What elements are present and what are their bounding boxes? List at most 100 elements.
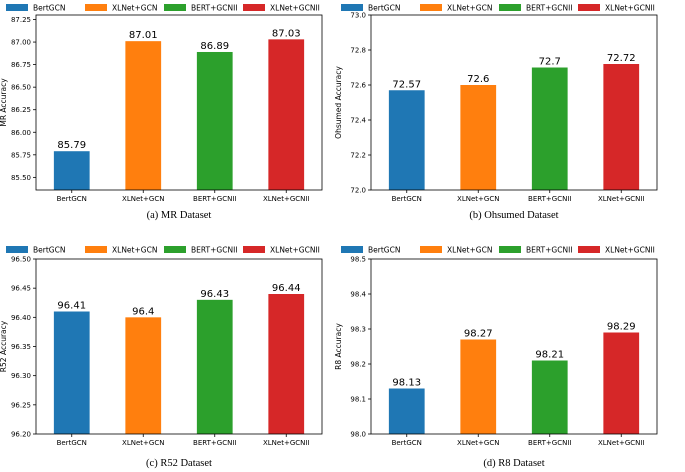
legend-label: BERT+GCNII [191,4,238,13]
data-label: 98.13 [392,378,421,389]
legend-label: XLNet+GCNII [605,4,655,13]
x-tick-label: XLNet+GCNII [598,439,645,447]
legend-label: BertGCN [33,4,65,13]
y-axis-label: MR Accuracy [0,78,8,127]
x-tick-label: XLNet+GCN [457,195,499,203]
bar-bert-gcnii [531,360,568,434]
x-tick-label: BERT+GCNII [193,195,236,203]
legend-label: BertGCN [33,246,65,255]
legend-swatch [85,246,107,253]
legend-label: BERT+GCNII [526,4,573,13]
legend-label: BERT+GCNII [191,246,238,255]
y-tick-label: 72.4 [350,117,366,125]
axes-frame [35,258,323,435]
y-tick-label: 98.4 [350,291,366,299]
x-tick-label: BERT+GCNII [528,439,571,447]
x-tick-label: BERT+GCNII [193,439,236,447]
data-label: 86.89 [200,41,229,52]
legend-label: XLNet+GCNII [270,4,320,13]
y-axis-label: R52 Accuracy [0,320,8,372]
y-tick-label: 98.5 [350,256,366,264]
y-tick-label: 96.20 [11,431,31,439]
data-label: 98.21 [535,350,564,361]
legend-swatch [420,4,442,11]
legend-swatch [499,246,521,253]
x-tick-label: XLNet+GCN [122,195,164,203]
chart-panel-1: 85.50 85.75 86.00 86.25 86.50 86.75 87.00 87.25… [0,4,323,221]
x-tick-label: XLNet+GCNII [598,195,645,203]
y-tick-label: 85.50 [11,174,31,182]
bar-xlnet-gcnii [603,64,640,190]
legend-swatch [6,4,28,11]
x-tick-label: XLNet+GCNII [263,439,310,447]
chart-panel-2: 72.072.272.472.672.873.0BertGCN72.57XLNe… [334,4,658,221]
x-tick-label: BertGCN [392,195,422,203]
data-label: 72.57 [392,79,421,90]
legend-swatch [243,246,265,253]
bar-xlnet-gcnii [268,294,305,434]
y-tick-label: 86.25 [11,106,31,114]
legend-swatch [578,4,600,11]
bar-xlnet-gcn [125,317,162,434]
x-tick-label: BERT+GCNII [528,195,571,203]
legend-label: BERT+GCNII [526,246,573,255]
y-axis-label: R8 Accuracy [334,323,343,370]
y-tick-label: 98.3 [350,326,366,334]
data-label: 87.03 [272,28,301,39]
legend-swatch [341,4,363,11]
legend-swatch [164,246,186,253]
legend-label: BertGCN [368,4,400,13]
y-tick-label: 86.50 [11,84,31,92]
data-label: 98.29 [607,322,636,333]
x-tick-label: BertGCN [57,195,87,203]
bar-bert-gcnii [531,67,568,190]
y-tick-label: 98.2 [350,361,366,369]
legend-swatch [578,246,600,253]
legend-swatch [341,246,363,253]
y-tick-label: 72.2 [350,152,366,160]
y-tick-label: 87.00 [11,39,31,47]
data-label: 96.41 [57,301,86,312]
panel-caption: (b) Ohsumed Dataset [469,210,558,221]
data-label: 85.79 [57,140,86,151]
y-tick-label: 72.6 [350,82,366,90]
legend-swatch [420,246,442,253]
data-label: 87.01 [129,30,158,41]
y-tick-label: 87.25 [11,16,31,24]
data-label: 72.7 [539,57,561,68]
legend-swatch [164,4,186,11]
data-label: 72.6 [467,74,489,85]
y-tick-label: 96.25 [11,401,31,409]
bar-bertgcn [388,90,425,190]
panel-caption: (d) R8 Dataset [483,458,544,469]
bar-xlnet-gcn [460,85,497,190]
legend-label: XLNet+GCN [447,4,492,13]
panel-caption: (c) R52 Dataset [146,458,212,469]
bar-xlnet-gcnii [603,332,640,434]
legend-swatch [243,4,265,11]
y-tick-label: 98.1 [350,396,366,404]
chart-panel-4: 98.098.198.298.398.498.5BertGCN98.13XLNe… [334,246,658,469]
y-tick-label: 73.0 [350,12,366,20]
x-tick-label: BertGCN [392,439,422,447]
y-tick-label: 96.50 [11,256,31,264]
legend-label: XLNet+GCNII [605,246,655,255]
data-label: 96.43 [200,289,229,300]
legend-swatch [499,4,521,11]
bar-xlnet-gcn [125,41,162,191]
data-label: 72.72 [607,53,636,64]
data-label: 96.4 [132,306,154,317]
y-tick-label: 96.30 [11,372,31,380]
data-label: 98.27 [464,329,493,340]
bar-bert-gcnii [196,299,233,434]
x-tick-label: XLNet+GCN [122,439,164,447]
y-tick-label: 85.75 [11,151,31,159]
legend-label: XLNet+GCNII [270,246,320,255]
axes-frame [370,14,658,191]
bar-xlnet-gcnii [268,39,305,191]
y-tick-label: 96.45 [11,285,31,293]
bar-bertgcn [53,151,90,190]
data-label: 96.44 [272,283,301,294]
legend-swatch [85,4,107,11]
